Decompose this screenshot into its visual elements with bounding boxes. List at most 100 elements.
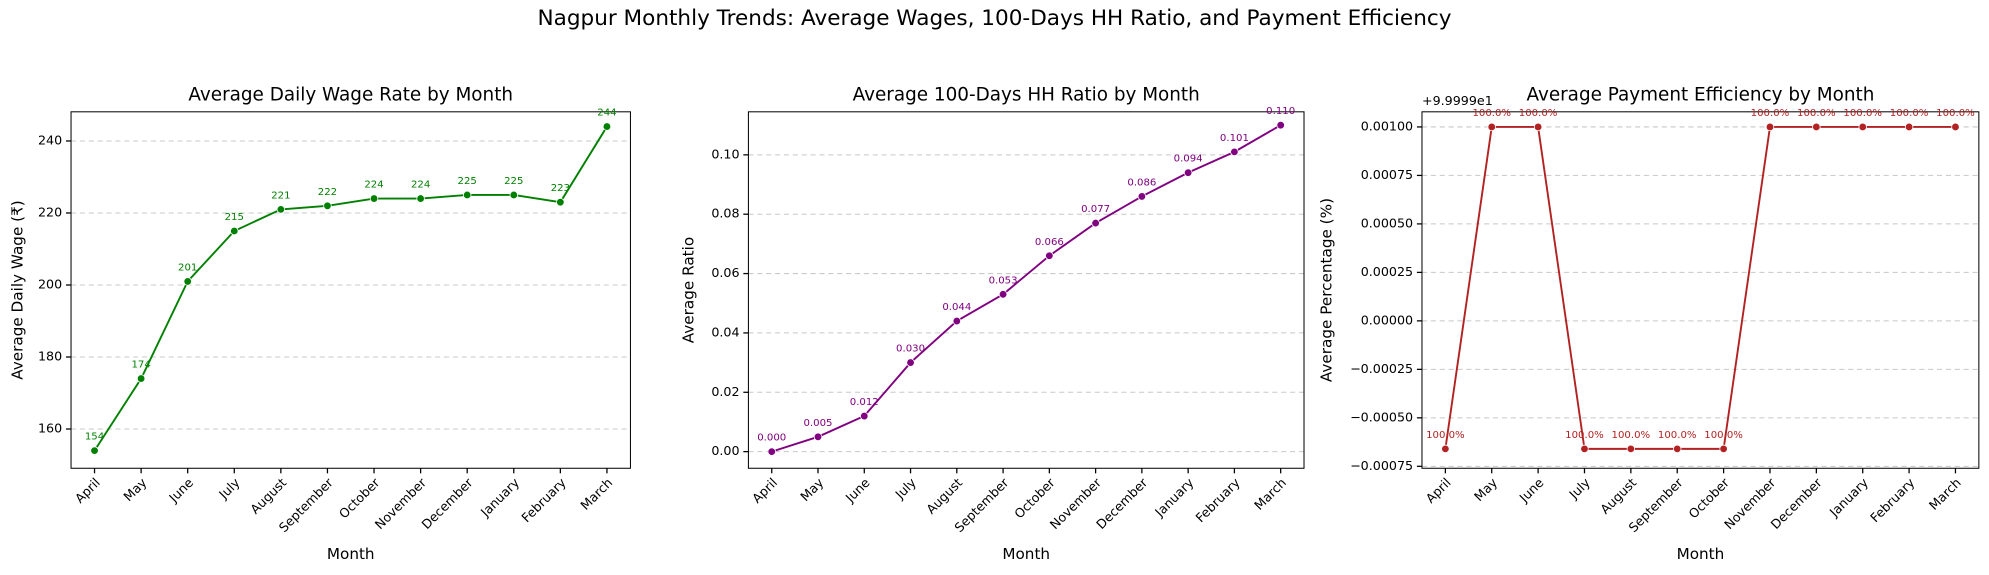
data-label: 0.110 xyxy=(1266,106,1295,117)
data-label: 224 xyxy=(364,180,383,191)
point xyxy=(602,122,612,131)
y-tick-label: 0.00050 xyxy=(1361,215,1413,230)
data-label: 0.012 xyxy=(850,397,879,408)
y-tick-label: −0.00025 xyxy=(1350,361,1413,376)
data-label: 100.0% xyxy=(1565,430,1604,441)
x-tick-label: March xyxy=(1926,475,1964,513)
data-label: 100.0% xyxy=(1843,108,1882,119)
x-tick-label: May xyxy=(797,475,826,504)
y-tick-label: 0.02 xyxy=(711,384,739,399)
y-tick-label: −0.00050 xyxy=(1350,409,1413,424)
point xyxy=(1183,168,1193,177)
data-label: 174 xyxy=(131,360,150,371)
y-axis-label: Average Daily Wage (₹) xyxy=(8,200,26,380)
x-tick-label: July xyxy=(1565,475,1593,503)
point xyxy=(90,446,99,455)
data-label: 100.0% xyxy=(1704,430,1743,441)
x-tick-label: April xyxy=(749,475,780,506)
data-label: 0.005 xyxy=(804,418,833,429)
point xyxy=(1276,120,1285,130)
point xyxy=(952,316,961,326)
x-tick-label: October xyxy=(1011,474,1058,521)
data-label: 100.0% xyxy=(1472,108,1511,119)
data-label: 0.077 xyxy=(1081,204,1110,215)
x-tick-label: December xyxy=(1093,474,1151,532)
x-axis-label: Month xyxy=(1002,545,1050,563)
data-label: 100.0% xyxy=(1751,108,1790,119)
data-label: 100.0% xyxy=(1890,108,1929,119)
x-tick-label: December xyxy=(419,474,477,532)
x-tick-label: March xyxy=(1251,475,1289,513)
line xyxy=(1444,125,1956,450)
x-tick-label: April xyxy=(72,475,103,506)
data-label: 0.053 xyxy=(989,275,1018,286)
data-label: 222 xyxy=(318,187,337,198)
y-tick-label: 0.10 xyxy=(711,146,739,161)
x-tick-label: October xyxy=(1686,474,1733,521)
point xyxy=(1487,122,1496,132)
x-tick-label: June xyxy=(1516,475,1547,506)
point xyxy=(1626,444,1636,454)
x-axis-label: Month xyxy=(327,545,375,563)
point xyxy=(183,277,192,286)
data-label: 215 xyxy=(225,212,244,223)
data-label: 225 xyxy=(458,176,477,187)
figure-title: Nagpur Monthly Trends: Average Wages, 10… xyxy=(538,6,1452,31)
point xyxy=(230,226,239,236)
point xyxy=(463,190,472,200)
y-tick-label: 240 xyxy=(38,132,62,147)
x-tick-label: December xyxy=(1768,474,1826,532)
y-tick-label: 0.00025 xyxy=(1361,264,1413,279)
x-tick-label: March xyxy=(577,475,615,513)
point xyxy=(1230,147,1239,157)
point xyxy=(1533,122,1543,132)
point xyxy=(1673,444,1682,454)
data-label: 100.0% xyxy=(1612,430,1651,441)
point xyxy=(1045,251,1054,260)
y-tick-label: 200 xyxy=(38,276,62,291)
chart-title: Average Payment Efficiency by Month xyxy=(1526,84,1874,105)
point xyxy=(813,432,823,441)
x-tick-label: January xyxy=(477,475,523,521)
point xyxy=(1719,444,1728,454)
chart-title: Average Daily Wage Rate by Month xyxy=(188,84,513,105)
x-tick-label: April xyxy=(1423,475,1454,506)
data-label: 100.0% xyxy=(1519,108,1558,119)
point xyxy=(1951,122,1960,132)
panel: 160 180 200 220 240 Average Daily Wage Rate b… xyxy=(8,84,631,563)
x-tick-label: May xyxy=(1471,475,1500,504)
plot-frame xyxy=(747,111,1305,469)
data-label: 0.094 xyxy=(1174,154,1203,165)
data-label: 0.000 xyxy=(757,433,786,444)
point xyxy=(136,374,146,383)
x-tick-label: July xyxy=(892,475,920,503)
point xyxy=(1441,444,1450,454)
y-tick-label: 0.08 xyxy=(711,206,739,221)
line xyxy=(771,124,1282,453)
x-tick-label: May xyxy=(120,475,149,504)
data-label: 225 xyxy=(504,176,523,187)
point xyxy=(323,201,332,210)
x-axis-label: Month xyxy=(1677,545,1725,563)
point xyxy=(860,411,869,421)
data-label: 154 xyxy=(85,432,104,443)
x-tick-label: August xyxy=(923,475,965,517)
y-tick-label: 0.00100 xyxy=(1361,118,1413,133)
point xyxy=(1137,192,1147,201)
x-tick-label: June xyxy=(165,475,196,506)
x-tick-label: June xyxy=(842,475,873,506)
data-label: 100.0% xyxy=(1797,108,1836,119)
data-label: 0.044 xyxy=(942,302,971,313)
point xyxy=(276,205,286,214)
data-label: 100.0% xyxy=(1658,430,1697,441)
point xyxy=(369,194,379,203)
data-label: 0.101 xyxy=(1220,133,1249,144)
y-tick-label: 0.06 xyxy=(711,265,739,280)
y-tick-label: 220 xyxy=(38,204,62,219)
data-label: 244 xyxy=(597,108,616,119)
axis-offset: +9.9999e1 xyxy=(1422,93,1493,108)
point xyxy=(1091,218,1100,228)
y-tick-label: 0.00075 xyxy=(1361,167,1413,182)
data-label: 0.030 xyxy=(896,344,925,355)
